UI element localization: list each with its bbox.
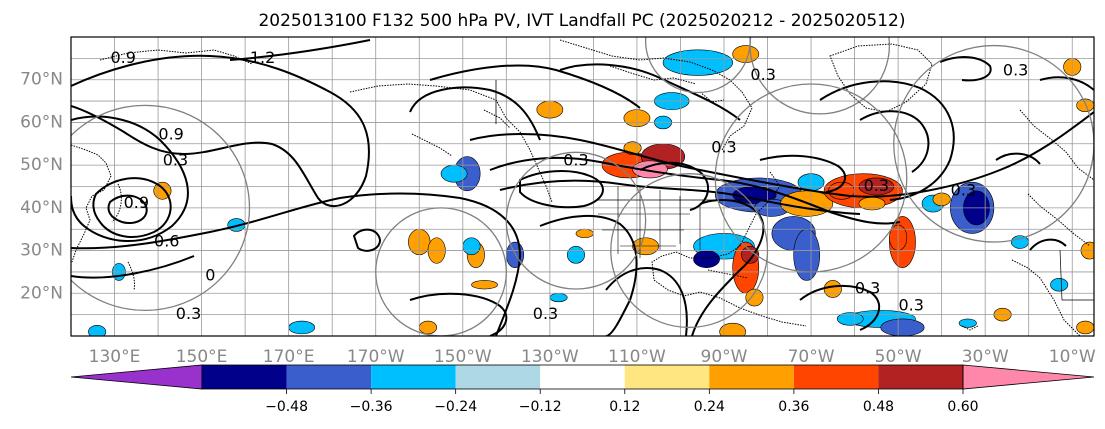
pc-anomaly-34 xyxy=(440,164,468,183)
lon-tick-label-8: 70°W xyxy=(788,347,835,367)
pv-contour-label-6: 0.3 xyxy=(176,304,201,323)
pc-anomaly-53 xyxy=(1050,278,1069,292)
pc-anomaly-54 xyxy=(1010,235,1030,249)
lon-tick-label-10: 30°W xyxy=(962,347,1009,367)
pc-anomaly-60 xyxy=(88,325,107,336)
pc-anomaly-62 xyxy=(958,318,977,328)
pv-contour-label-2: 0.9 xyxy=(158,125,183,144)
pv-contour-label-8: 0.3 xyxy=(563,150,588,169)
pv-contour-label-3: 0.3 xyxy=(163,150,188,169)
colorbar-tick-label-4: −0.12 xyxy=(519,399,562,415)
colorbar-tick-label-5: 0.12 xyxy=(609,399,640,415)
pc-anomaly-40 xyxy=(462,237,481,256)
pv-contour-label-13: 0.3 xyxy=(864,176,889,195)
pv-contour-label-11: 0.3 xyxy=(951,180,976,199)
reference-circle-4 xyxy=(714,83,908,273)
pc-anomaly-32 xyxy=(719,322,747,336)
pc-anomaly-46 xyxy=(732,45,760,63)
pc-anomaly-43 xyxy=(575,228,594,239)
pv-contour-label-16: 0.3 xyxy=(533,304,558,323)
map-panel: 0.9 1.20.90.30.90.60.300.30.30.30.30.30.3… xyxy=(70,36,1095,337)
colorbar: −0.48 −0.36 −0.24 −0.12 0.12 0.24 0.36 0.48 0.60 xyxy=(70,364,1095,415)
pv-contours xyxy=(71,39,1094,336)
lon-tick-label-4: 150°W xyxy=(434,347,492,367)
colorbar-segment-8 xyxy=(878,365,963,389)
lon-tick-label-1: 150°E xyxy=(176,347,228,367)
colorbar-segment-2 xyxy=(371,365,456,389)
colorbar-tick-label-9: 0.60 xyxy=(947,399,978,415)
map-frame xyxy=(70,36,1095,337)
pv-contour-label-10: 0.3 xyxy=(750,65,775,84)
colorbar-tick-label-1: −0.48 xyxy=(265,399,308,415)
pc-anomaly-44 xyxy=(662,49,733,76)
coastlines xyxy=(71,39,1094,336)
pc-anomaly-27 xyxy=(823,280,842,298)
pv-contour-label-4: 0.9 xyxy=(124,193,149,212)
pv-contour-labels: 0.9 1.20.90.30.90.60.300.30.30.30.30.30.3… xyxy=(111,48,1029,323)
pv-contour-label-1: 1.2 xyxy=(250,48,275,67)
pv-contour-label-12: 0.3 xyxy=(1003,61,1028,80)
lon-tick-label-7: 90°W xyxy=(701,347,748,367)
colorbar-extend-low xyxy=(70,364,203,390)
reference-circle-7 xyxy=(644,37,751,94)
pv-contour-label-15: 0.3 xyxy=(898,296,923,315)
colorbar-segment-5 xyxy=(624,365,710,389)
lat-tick-label-4: 60°N xyxy=(20,112,63,132)
pc-anomaly-26 xyxy=(745,288,764,307)
colorbar-segment-0 xyxy=(202,365,287,389)
pc-anomaly-30 xyxy=(836,312,864,326)
lon-tick-label-5: 130°W xyxy=(521,347,579,367)
lon-tick-label-0: 130°E xyxy=(89,347,141,367)
colorbar-tick-label-3: −0.24 xyxy=(434,399,477,415)
lon-tick-label-2: 170°E xyxy=(263,347,315,367)
latitude-axis: 20°N 30°N 40°N 50°N 60°N 70°N xyxy=(20,70,63,304)
pv-contour-label-0: 0.9 xyxy=(111,48,136,67)
pc-anomaly-41 xyxy=(566,245,585,264)
pc-anomaly-52 xyxy=(1076,320,1094,335)
colorbar-tick-label-8: 0.48 xyxy=(863,399,894,415)
longitude-axis: 130°E 150°E 170°E 170°W 150°W 130°W 110°W 90°W 7… xyxy=(89,347,1096,367)
lat-tick-label-1: 30°N xyxy=(20,241,63,261)
lat-tick-label-3: 50°N xyxy=(20,155,63,175)
lon-tick-label-6: 110°W xyxy=(608,347,666,367)
lon-tick-label-9: 50°W xyxy=(875,347,922,367)
reference-circle-3 xyxy=(610,173,769,329)
pv-contour-label-14: 0.3 xyxy=(855,279,880,298)
lon-tick-label-3: 170°W xyxy=(347,347,405,367)
colorbar-frame xyxy=(201,364,964,390)
pc-anomaly-56 xyxy=(288,320,316,335)
colorbar-segment-1 xyxy=(286,365,372,389)
pv-contour-label-5: 0.6 xyxy=(154,232,179,251)
colorbar-segment-3 xyxy=(455,365,541,389)
pc-anomaly-23 xyxy=(793,228,821,281)
pc-anomaly-42 xyxy=(549,292,568,303)
chart-title: 2025013100 F132 500 hPa PV, IVT Landfall… xyxy=(258,11,905,31)
colorbar-segment-7 xyxy=(793,365,879,389)
pc-anomaly-37 xyxy=(471,280,498,290)
pv-contour-label-7: 0 xyxy=(205,266,215,285)
colorbar-segment-4 xyxy=(540,365,625,389)
lat-tick-label-2: 40°N xyxy=(20,198,63,218)
pv-contour-label-9: 0.3 xyxy=(711,138,736,157)
reference-circle-0 xyxy=(71,104,251,311)
lon-tick-label-11: 10°W xyxy=(1049,347,1096,367)
colorbar-tick-label-2: −0.36 xyxy=(350,399,393,415)
pc-anomaly-21 xyxy=(693,250,720,268)
colorbar-tick-label-7: 0.36 xyxy=(778,399,809,415)
lat-tick-label-5: 70°N xyxy=(20,70,63,90)
colorbar-tick-label-6: 0.24 xyxy=(694,399,725,415)
colorbar-segment-6 xyxy=(709,365,794,389)
reference-circle-2 xyxy=(505,151,647,290)
lat-tick-label-0: 20°N xyxy=(20,283,63,303)
pc-anomaly-29 xyxy=(880,318,925,336)
colorbar-extend-high xyxy=(962,364,1095,390)
pc-anomaly-61 xyxy=(418,320,437,335)
